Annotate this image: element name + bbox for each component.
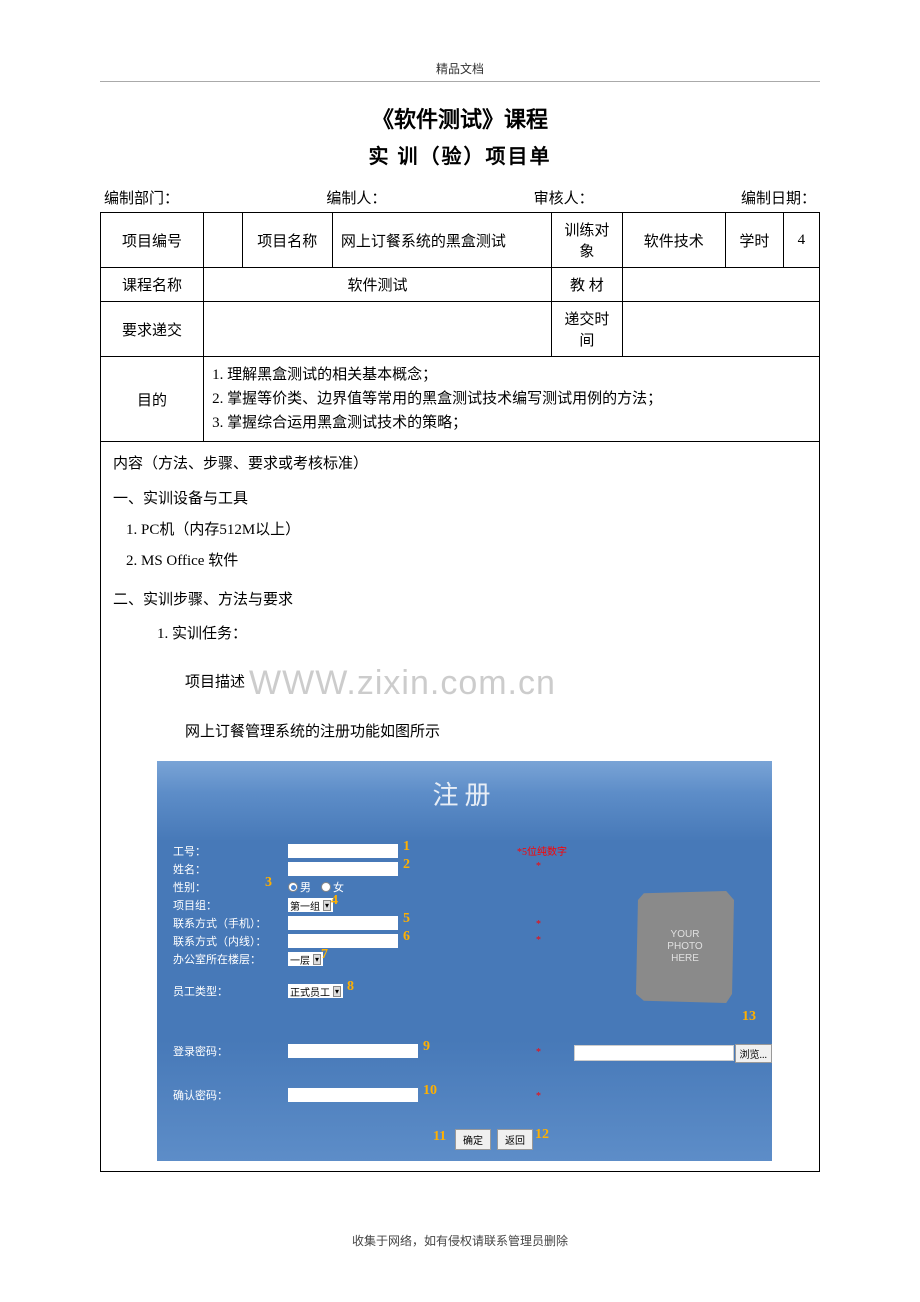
emp-select-value: 正式员工 [290,984,330,999]
hint-star: * [536,919,541,930]
hint-star: * [536,935,541,946]
field-number: 2 [403,857,410,873]
content-heading: 内容（方法、步骤、要求或考核标准） [113,452,807,473]
ext-input[interactable] [288,934,398,948]
chevron-down-icon: ▾ [323,900,331,911]
field-number: 6 [403,929,410,945]
cell-proj-id-label: 项目编号 [101,213,204,268]
field-number: 5 [403,911,410,927]
field-number: 4 [331,893,338,909]
field-number: 10 [423,1083,437,1099]
chevron-down-icon: ▾ [333,986,341,997]
photo-placeholder: YOUR PHOTO HERE [636,891,734,1003]
floor-select[interactable]: 一层▾ [288,952,323,966]
cell-target-val: 软件技术 [622,213,725,268]
goal-item: 3. 掌握综合运用黑盒测试技术的策略； [212,411,811,435]
back-button[interactable]: 返回 [497,1129,533,1150]
mobile-input[interactable] [288,916,398,930]
cell-submit-time-label: 递交时间 [551,302,622,357]
doc-title: 《软件测试》课程 [100,102,820,134]
meta-date: 编制日期： [741,187,816,208]
chevron-down-icon: ▾ [313,954,321,965]
emp-select[interactable]: 正式员工▾ [288,984,343,998]
cell-hours-val: 4 [783,213,819,268]
cell-course-label: 课程名称 [101,268,204,302]
table-row: 课程名称 软件测试 教 材 [101,268,820,302]
field-number: 11 [433,1129,446,1145]
cell-submit-time-val [622,302,819,357]
table-row: 要求递交 递交时间 [101,302,820,357]
radio-male[interactable] [288,882,298,892]
hint-star: * [536,1091,541,1102]
reg-title: 注册 [157,775,772,812]
equip-item: PC机（内存512M以上） [141,518,807,539]
reg-label-id: 工号： [173,843,288,859]
radio-female[interactable] [321,882,331,892]
cell-submit-label: 要求递交 [101,302,204,357]
cell-proj-name-val: 网上订餐系统的黑盒测试 [332,213,551,268]
reg-label-mobile: 联系方式（手机）： [173,915,288,931]
cell-target-label: 训练对象 [551,213,622,268]
group-select-value: 第一组 [290,898,320,913]
task-label: 1. 实训任务： [157,619,807,649]
file-path-input[interactable] [574,1045,734,1061]
hint-id: *5位纯数字 [517,843,567,858]
field-number: 13 [742,1009,756,1025]
group-select[interactable]: 第一组▾ [288,898,333,912]
desc-label: 项目描述 [185,674,245,690]
registration-screenshot: 注册 工号： 1 *5位纯数字 姓名： 2 * 性别： 男 女 3 项目组： 第… [157,761,772,1161]
password-confirm-input[interactable] [288,1088,418,1102]
desc-text: 网上订餐管理系统的注册功能如图所示 [185,717,807,747]
goal-item: 2. 掌握等价类、边界值等常用的黑盒测试技术编写测试用例的方法； [212,387,811,411]
cell-submit-val [204,302,552,357]
reg-label-pwd: 登录密码： [173,1043,288,1059]
field-number: 8 [347,979,354,995]
field-number: 7 [321,947,328,963]
cell-textbook-val [622,268,819,302]
cell-textbook-label: 教 材 [551,268,622,302]
meta-author: 编制人： [326,187,386,208]
table-row: 目的 1. 理解黑盒测试的相关基本概念； 2. 掌握等价类、边界值等常用的黑盒测… [101,357,820,442]
male-label: 男 [300,879,311,895]
meta-row: 编制部门： 编制人： 审核人： 编制日期： [100,187,820,208]
reg-label-emp: 员工类型： [173,983,288,999]
meta-reviewer: 审核人： [534,187,594,208]
cell-content: 内容（方法、步骤、要求或考核标准） 一、实训设备与工具 PC机（内存512M以上… [101,442,820,1172]
field-number: 9 [423,1039,430,1055]
table-row: 内容（方法、步骤、要求或考核标准） 一、实训设备与工具 PC机（内存512M以上… [101,442,820,1172]
cell-purpose-label: 目的 [101,357,204,442]
page-footer: 收集于网络，如有侵权请联系管理员删除 [100,1232,820,1249]
cell-proj-id-val [204,213,243,268]
meta-dept: 编制部门： [104,187,179,208]
section-steps: 二、实训步骤、方法与要求 [113,588,807,609]
cell-hours-label: 学时 [725,213,783,268]
reg-label-floor: 办公室所在楼层： [173,951,288,967]
field-number: 1 [403,839,410,855]
table-row: 项目编号 项目名称 网上订餐系统的黑盒测试 训练对象 软件技术 学时 4 [101,213,820,268]
floor-select-value: 一层 [290,952,310,967]
hint-star: * [536,861,541,872]
hint-star: * [536,1047,541,1058]
field-number: 3 [265,875,272,891]
id-input[interactable] [288,844,398,858]
section-equip: 一、实训设备与工具 [113,487,807,508]
watermark: WWW.zixin.com.cn [249,664,556,702]
name-input[interactable] [288,862,398,876]
ok-button[interactable]: 确定 [455,1129,491,1150]
equip-item: MS Office 软件 [141,549,807,570]
password-input[interactable] [288,1044,418,1058]
reg-label-ext: 联系方式（内线）： [173,933,288,949]
reg-label-pwd2: 确认密码： [173,1087,288,1103]
photo-placeholder-text: YOUR PHOTO HERE [667,929,702,965]
reg-label-group: 项目组： [173,897,288,913]
browse-button[interactable]: 浏览... [735,1044,773,1063]
doc-subtitle: 实 训（验）项目单 [100,140,820,169]
cell-purpose-val: 1. 理解黑盒测试的相关基本概念； 2. 掌握等价类、边界值等常用的黑盒测试技术… [204,357,820,442]
page-header-small: 精品文档 [100,60,820,82]
project-table: 项目编号 项目名称 网上订餐系统的黑盒测试 训练对象 软件技术 学时 4 课程名… [100,212,820,1172]
field-number: 12 [535,1127,549,1143]
cell-proj-name-label: 项目名称 [242,213,332,268]
goal-item: 1. 理解黑盒测试的相关基本概念； [212,363,811,387]
cell-course-val: 软件测试 [204,268,552,302]
